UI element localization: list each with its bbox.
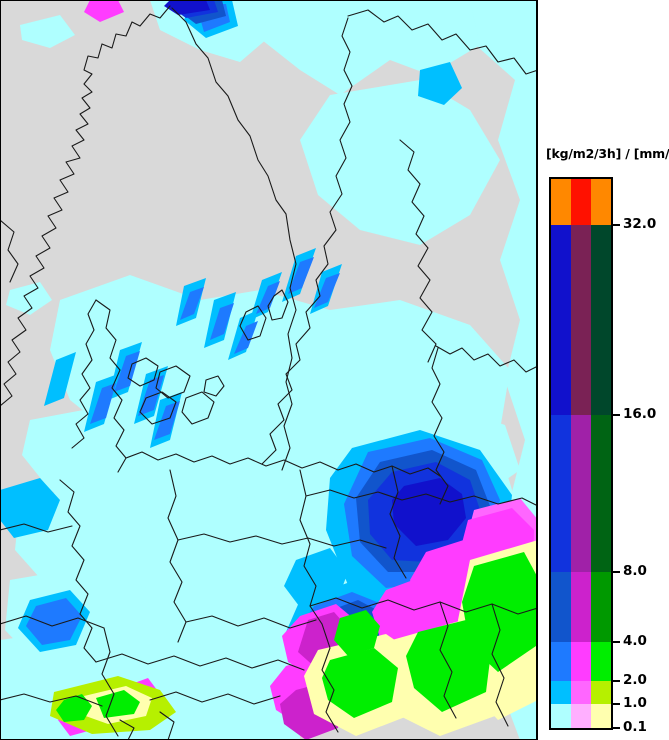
legend-title: [kg/m2/3h] / [mm/3h] [546, 146, 669, 161]
tick-label: 2.0 [623, 671, 647, 688]
colorbar-cell [571, 224, 591, 416]
map-right-border [536, 0, 538, 740]
colorbar-cell [551, 704, 571, 728]
colorbar-cell [551, 641, 571, 681]
colorbar-cell [571, 415, 591, 572]
colorbar-cell [551, 415, 571, 572]
colorbar-cell [571, 571, 591, 642]
map-canvas[interactable] [0, 0, 538, 740]
colorbar-cell [591, 704, 611, 728]
tick-line [613, 640, 620, 643]
tick-line [613, 727, 620, 729]
colorbar[interactable] [549, 177, 613, 730]
precipitation-forecast-map[interactable] [0, 0, 538, 740]
tick-label: 32.0 [623, 215, 657, 232]
colorbar-ticks: 32.0 16.0 8.0 4.0 2.0 1.0 0.1 [613, 177, 669, 735]
legend-panel: [kg/m2/3h] / [mm/3h] 32.0 16.0 8.0 4.0 2.0 1.… [540, 0, 669, 740]
coastlines [0, 5, 536, 740]
precip-layer-snow [50, 540, 536, 736]
colorbar-cell [571, 680, 591, 705]
colorbar-cell [591, 571, 611, 642]
colorbar-cell [551, 224, 571, 416]
colorbar-column-snow [591, 179, 611, 728]
colorbar-cell [591, 641, 611, 681]
colorbar-cell [571, 641, 591, 681]
tick-line [613, 414, 620, 417]
tick-label: 1.0 [623, 695, 647, 712]
colorbar-cell [591, 224, 611, 416]
precip-layer-16p0 [164, 0, 466, 546]
tick-label: 4.0 [623, 632, 647, 649]
colorbar-cell [551, 179, 571, 225]
colorbar-cell [551, 571, 571, 642]
colorbar-column-sleet [571, 179, 591, 728]
colorbar-column-rain [551, 179, 571, 728]
tick-line [613, 679, 620, 682]
colorbar-cell [571, 179, 591, 225]
colorbar-cell [591, 415, 611, 572]
colorbar-cell [591, 179, 611, 225]
colorbar-cell [551, 680, 571, 705]
tick-line [613, 223, 620, 226]
colorbar-cell [591, 680, 611, 705]
tick-line [613, 703, 620, 706]
colorbar-cell [571, 704, 591, 728]
tick-label: 8.0 [623, 562, 647, 579]
tick-label: 16.0 [623, 406, 657, 423]
tick-label: 0.1 [623, 719, 647, 735]
tick-line [613, 570, 620, 573]
